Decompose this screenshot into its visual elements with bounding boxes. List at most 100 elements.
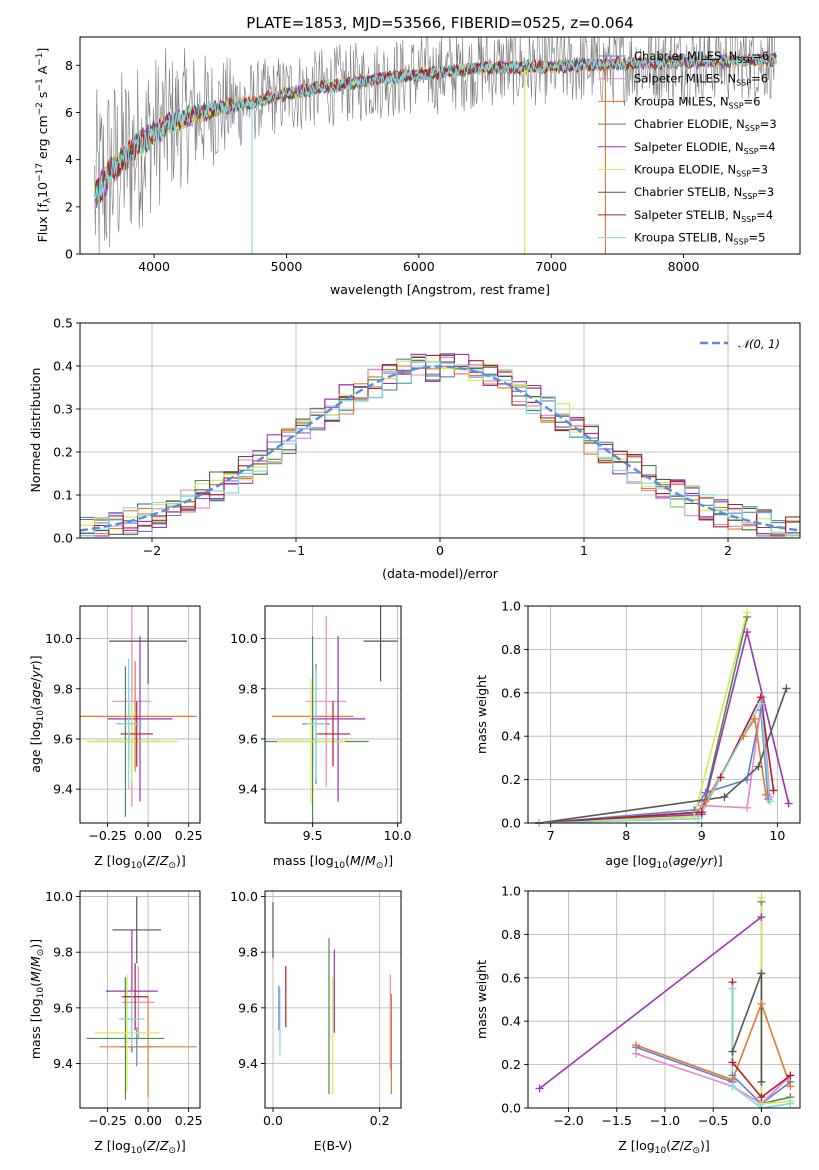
weight-marker [757, 1077, 766, 1086]
x-axis-label: wavelength [Angstrom, rest frame] [330, 282, 550, 297]
weight-marker [739, 732, 748, 741]
plot-area-massweight-vs-age [539, 612, 790, 823]
tick-label-x: 1 [580, 543, 588, 558]
y-axis-label: Normed distribution [28, 368, 43, 493]
tick-label-y: 9.6 [238, 1000, 258, 1015]
tick-label-x: 0.00 [134, 828, 162, 843]
weight-marker [728, 1047, 737, 1056]
tick-label-y: 9.8 [53, 945, 73, 960]
tick-label-y: 10.0 [230, 889, 258, 904]
tick-label-y: 0.8 [501, 642, 521, 657]
weight-line [539, 710, 770, 823]
weight-line [539, 700, 771, 823]
legend-entry: Chabrier MILES, NSSP=6 [634, 49, 769, 65]
tick-label-y: 0.4 [501, 1014, 521, 1029]
axes-frame [79, 605, 201, 824]
legend-entry: Kroupa MILES, NSSP=6 [634, 94, 760, 110]
weight-marker [786, 1071, 795, 1080]
tick-label-y: 0.5 [53, 316, 73, 331]
tick-label-x: 7000 [535, 259, 567, 274]
tick-label-x: −2 [143, 543, 161, 558]
tick-label-x: 9 [698, 828, 706, 843]
axes-age-vs-Z: −0.25 0.00 0.25 9.4 9.6 9.8 10.0 [45, 605, 203, 843]
tick-label-y: 9.8 [238, 945, 258, 960]
legend-entry: 𝒩(0, 1) [738, 337, 780, 351]
axes-massweight-vs-Z: −2.0 −1.5 −1.0 −0.5 0.0 0.0 0.2 0.4 0.6 0.8 1.0 [501, 884, 801, 1128]
tick-label-x: 9.5 [303, 828, 323, 843]
weight-marker [757, 913, 766, 922]
tick-label-x: −1.0 [650, 1113, 680, 1128]
weight-marker [769, 786, 778, 795]
weight-line [539, 694, 775, 823]
tick-label-y: 0.2 [501, 772, 521, 787]
tick-label-x: 0.00 [134, 1113, 162, 1128]
tick-label-y: 9.8 [238, 681, 258, 696]
axes-mass-vs-Z: −0.25 0.00 0.25 9.4 9.6 9.8 10.0 [45, 889, 202, 1128]
tick-label-y: 4 [65, 152, 73, 167]
plot-area-age-vs-Z [80, 606, 197, 817]
weight-marker [782, 684, 791, 693]
tick-label-x: 0.0 [751, 1113, 771, 1128]
tick-label-y: 0.2 [53, 445, 73, 460]
legend-entry: Salpeter STELIB, NSSP=4 [634, 208, 773, 224]
legend-entry: Salpeter MILES, NSSP=6 [634, 72, 768, 88]
tick-label-y: 2 [65, 199, 73, 214]
tick-label-x: −0.25 [88, 1113, 126, 1128]
tick-label-y: 9.8 [53, 681, 73, 696]
tick-label-y: 10.0 [45, 631, 73, 646]
tick-label-y: 9.4 [238, 1056, 258, 1071]
tick-label-y: 9.4 [238, 782, 258, 797]
legend-entry: Chabrier STELIB, NSSP=3 [634, 185, 774, 201]
x-axis-label: Z [log10(Z/Z⊙)] [94, 1138, 186, 1156]
histogram-step-line [80, 355, 800, 537]
tick-label-y: 9.4 [53, 782, 73, 797]
weight-marker [728, 1082, 737, 1091]
x-axis-label: Z [log10(Z/Z⊙)] [94, 853, 186, 871]
tick-label-y: 10.0 [230, 631, 258, 646]
x-axis-label: mass [log10(M/M⊙)] [273, 853, 393, 871]
tick-label-y: 0.6 [501, 970, 521, 985]
tick-label-y: 9.4 [53, 1056, 73, 1071]
y-axis-label: Flux [fλ10−17 erg cm−2 s−1 A−1] [35, 48, 53, 243]
weight-line [731, 973, 763, 1082]
weight-marker [701, 797, 710, 806]
tick-label-x: 8 [622, 828, 630, 843]
weight-line [731, 988, 791, 1108]
x-axis-label: age [log10(age/yr)] [605, 853, 722, 871]
y-axis-label: age [log10(age/yr)] [28, 655, 46, 772]
weight-line [539, 696, 771, 823]
legend-entry: Kroupa ELODIE, NSSP=3 [634, 163, 768, 179]
weight-marker [728, 1058, 737, 1067]
weight-line [539, 631, 790, 823]
weight-line [539, 688, 788, 823]
histogram-step-line [80, 354, 800, 537]
plot-area-residuals [80, 353, 800, 537]
weight-marker [786, 1082, 795, 1091]
tick-label-x: 0.25 [175, 828, 203, 843]
tick-label-y: 0 [65, 247, 73, 262]
axes-frame [79, 36, 801, 255]
tick-label-y: 9.6 [238, 731, 258, 746]
tick-label-x: 10 [769, 828, 785, 843]
weight-marker [632, 1041, 641, 1050]
weight-marker [756, 699, 765, 708]
normal-curve-line [80, 365, 800, 532]
tick-label-y: 0.0 [501, 816, 521, 831]
tick-label-x: −1.5 [602, 1113, 632, 1128]
y-axis-label: mass weight [474, 960, 489, 1039]
weight-marker [757, 1093, 766, 1102]
model-spectrum-line [94, 53, 777, 201]
axes-massweight-vs-age: 7 8 9 10 0.0 0.2 0.4 0.6 0.8 1.0 [501, 599, 801, 843]
weight-marker [784, 799, 793, 808]
axes-frame [264, 605, 402, 824]
axes-residuals: −2 −1 0 1 2 0.0 0.1 0.2 0.3 0.4 0.5 [53, 316, 801, 558]
weight-line [635, 1053, 791, 1105]
tick-label-x: 2 [724, 543, 732, 558]
tick-label-x: 4000 [138, 259, 170, 274]
weight-line [635, 1001, 792, 1087]
tick-label-y: 0.0 [53, 531, 73, 546]
tick-label-x: 6000 [403, 259, 435, 274]
tick-label-x: −2.0 [553, 1113, 583, 1128]
tick-label-y: 0.3 [53, 402, 73, 417]
